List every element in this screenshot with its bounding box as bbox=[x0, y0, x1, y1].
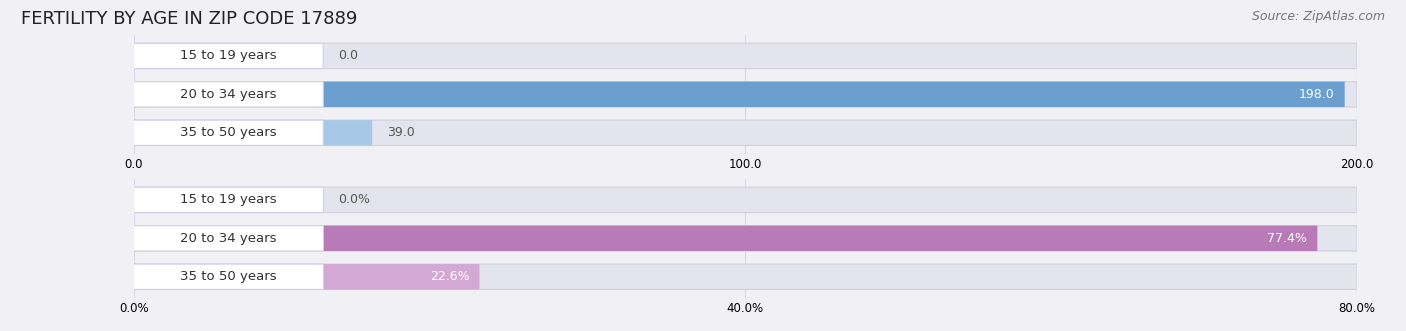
Text: Source: ZipAtlas.com: Source: ZipAtlas.com bbox=[1251, 10, 1385, 23]
FancyBboxPatch shape bbox=[134, 226, 323, 251]
Text: 77.4%: 77.4% bbox=[1267, 232, 1308, 245]
FancyBboxPatch shape bbox=[134, 264, 323, 289]
FancyBboxPatch shape bbox=[134, 120, 373, 145]
FancyBboxPatch shape bbox=[134, 120, 323, 145]
Text: 0.0%: 0.0% bbox=[337, 193, 370, 207]
FancyBboxPatch shape bbox=[134, 82, 323, 107]
Text: 20 to 34 years: 20 to 34 years bbox=[180, 232, 277, 245]
Text: 22.6%: 22.6% bbox=[430, 270, 470, 283]
FancyBboxPatch shape bbox=[134, 264, 1357, 289]
Text: 20 to 34 years: 20 to 34 years bbox=[180, 88, 277, 101]
FancyBboxPatch shape bbox=[134, 120, 1357, 145]
Text: 35 to 50 years: 35 to 50 years bbox=[180, 270, 277, 283]
FancyBboxPatch shape bbox=[134, 187, 1357, 213]
FancyBboxPatch shape bbox=[134, 82, 1344, 107]
FancyBboxPatch shape bbox=[134, 43, 1357, 69]
FancyBboxPatch shape bbox=[134, 82, 1357, 107]
Text: FERTILITY BY AGE IN ZIP CODE 17889: FERTILITY BY AGE IN ZIP CODE 17889 bbox=[21, 10, 357, 28]
FancyBboxPatch shape bbox=[134, 226, 1317, 251]
Text: 39.0: 39.0 bbox=[387, 126, 415, 139]
Text: 15 to 19 years: 15 to 19 years bbox=[180, 193, 277, 207]
FancyBboxPatch shape bbox=[134, 43, 323, 69]
Text: 15 to 19 years: 15 to 19 years bbox=[180, 49, 277, 63]
Text: 0.0: 0.0 bbox=[337, 49, 359, 63]
FancyBboxPatch shape bbox=[134, 226, 1357, 251]
Text: 35 to 50 years: 35 to 50 years bbox=[180, 126, 277, 139]
FancyBboxPatch shape bbox=[134, 187, 323, 213]
FancyBboxPatch shape bbox=[134, 264, 479, 289]
Text: 198.0: 198.0 bbox=[1299, 88, 1334, 101]
